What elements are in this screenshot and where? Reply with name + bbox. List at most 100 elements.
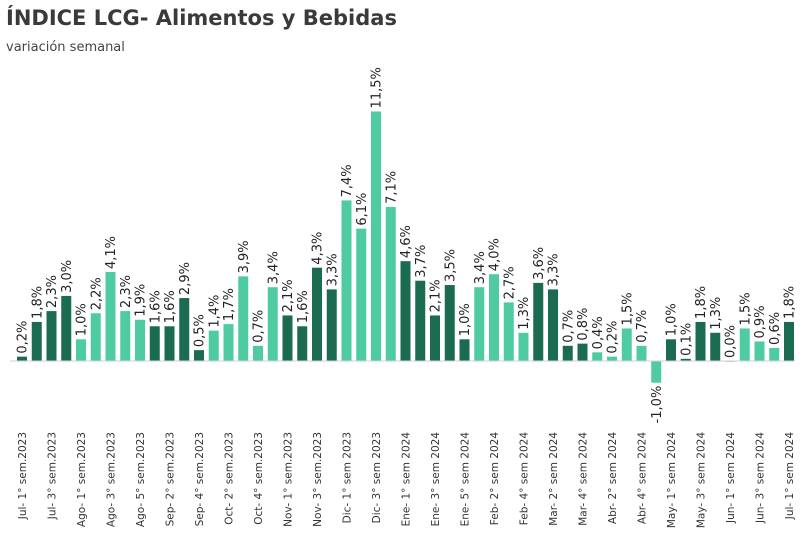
bar bbox=[430, 315, 440, 361]
bar bbox=[385, 206, 396, 361]
chart-title: ÍNDICE LCG- Alimentos y Bebidas bbox=[6, 6, 397, 30]
data-label: 2,9% bbox=[178, 262, 193, 295]
data-label: 1,6% bbox=[296, 290, 311, 323]
x-tick-label: Nov- 3° sem.2023 bbox=[312, 432, 324, 527]
x-tick-label: Dic- 3° sem 2023 bbox=[371, 432, 383, 523]
bar bbox=[267, 287, 278, 361]
data-label: 3,4% bbox=[473, 251, 488, 284]
data-label: 3,3% bbox=[325, 253, 340, 286]
data-label: 0,2% bbox=[16, 321, 31, 354]
data-label: 0,6% bbox=[768, 312, 783, 345]
data-label: 1,0% bbox=[458, 303, 473, 336]
bar bbox=[253, 345, 263, 361]
x-tick-label: Ene- 3° sem 2024 bbox=[430, 432, 442, 527]
data-label: 2,1% bbox=[281, 279, 296, 312]
bar bbox=[46, 311, 57, 361]
bar bbox=[489, 274, 499, 361]
x-tick-label: Jun- 1° sem 2024 bbox=[725, 432, 737, 524]
bar bbox=[179, 298, 190, 361]
bar bbox=[31, 321, 42, 361]
data-label: 3,0% bbox=[60, 260, 75, 293]
data-label: 7,1% bbox=[384, 171, 399, 204]
x-tick-label: Mar- 2° sem 2024 bbox=[548, 432, 560, 526]
x-tick-label: Ago- 1° sem.2023 bbox=[76, 432, 88, 527]
bar bbox=[562, 345, 573, 361]
x-tick-label: Jul- 1° sem.2023 bbox=[17, 432, 29, 520]
data-label: 4,3% bbox=[311, 232, 326, 265]
x-tick-label: Nov- 1° sem.2023 bbox=[283, 432, 295, 527]
data-label: 2,2% bbox=[89, 277, 104, 310]
bar bbox=[76, 339, 86, 361]
x-tick-label: Dic- 1° sem 2023 bbox=[342, 432, 354, 523]
x-tick-label: Sep- 4° sem.2023 bbox=[194, 432, 206, 526]
bar bbox=[474, 287, 485, 361]
bar bbox=[120, 311, 131, 361]
data-label: 0,2% bbox=[606, 321, 621, 354]
bar bbox=[518, 332, 529, 361]
bar bbox=[459, 339, 470, 361]
data-label: 4,1% bbox=[104, 236, 119, 269]
bar bbox=[533, 282, 544, 361]
bar bbox=[17, 356, 27, 361]
chart-subtitle: variación semanal bbox=[6, 40, 125, 55]
x-tick-label: Ago- 5° sem.2023 bbox=[135, 432, 147, 527]
x-tick-label: May- 3° sem 2024 bbox=[696, 432, 708, 528]
data-label: 1,3% bbox=[517, 297, 532, 330]
data-label: 1,6% bbox=[148, 290, 163, 323]
data-label: 11,5% bbox=[370, 67, 385, 108]
bar bbox=[754, 341, 765, 361]
bar bbox=[238, 276, 249, 361]
data-label: 3,9% bbox=[237, 240, 252, 273]
data-label: 1,3% bbox=[709, 297, 724, 330]
bar bbox=[636, 345, 647, 361]
bar bbox=[621, 328, 632, 361]
bar bbox=[592, 352, 603, 361]
data-label: 4,0% bbox=[488, 238, 503, 271]
data-label: 1,0% bbox=[75, 303, 90, 336]
bar bbox=[164, 326, 175, 361]
x-tick-label: Ene- 1° sem 2024 bbox=[401, 432, 413, 527]
x-tick-label: Ago- 3° sem.2023 bbox=[106, 432, 118, 527]
data-label: 0,7% bbox=[252, 310, 267, 343]
x-tick-label: Sep- 2° sem.2023 bbox=[165, 432, 177, 526]
bar bbox=[297, 326, 308, 361]
data-label: 1,0% bbox=[665, 303, 680, 336]
bar bbox=[577, 343, 588, 361]
data-label: 6,1% bbox=[355, 193, 370, 226]
x-tick-label: Ene- 5° sem 2024 bbox=[460, 432, 472, 527]
bar bbox=[444, 285, 455, 361]
data-label: 1,7% bbox=[222, 288, 237, 321]
bar bbox=[326, 289, 337, 361]
data-label: 2,3% bbox=[119, 275, 134, 308]
data-label: 0,9% bbox=[753, 305, 768, 338]
x-tick-label: Mar- 4° sem 2024 bbox=[578, 432, 590, 526]
bar bbox=[282, 315, 293, 361]
x-tick-label: Jul- 3° sem.2023 bbox=[47, 432, 59, 520]
bar bbox=[61, 295, 72, 361]
data-label: 0,8% bbox=[576, 308, 591, 341]
data-label: 1,5% bbox=[620, 292, 635, 325]
bar bbox=[90, 313, 101, 361]
data-label: 3,7% bbox=[414, 245, 429, 278]
x-tick-label: Oct- 2° sem.2023 bbox=[224, 432, 236, 525]
data-label: 0,5% bbox=[193, 314, 208, 347]
bar bbox=[341, 200, 352, 361]
bar bbox=[356, 228, 367, 361]
bar bbox=[710, 332, 721, 361]
bar bbox=[769, 347, 780, 361]
data-label: 2,7% bbox=[502, 266, 517, 299]
data-label: 1,6% bbox=[163, 290, 178, 323]
x-tick-label: May- 1° sem 2024 bbox=[666, 432, 678, 528]
data-label: 7,4% bbox=[340, 164, 355, 197]
bar bbox=[415, 280, 426, 361]
bar bbox=[135, 319, 145, 361]
x-tick-label: Abr- 4° sem 2024 bbox=[637, 432, 649, 524]
data-label: 0,0% bbox=[724, 325, 739, 358]
x-tick-label: Abr- 2° sem 2024 bbox=[607, 432, 619, 524]
x-tick-label: Feb- 2° sem 2024 bbox=[489, 432, 501, 526]
bar bbox=[503, 302, 514, 361]
data-label: 2,3% bbox=[45, 275, 60, 308]
x-tick-label: Feb- 4° sem 2024 bbox=[519, 432, 531, 526]
bar bbox=[208, 330, 219, 361]
